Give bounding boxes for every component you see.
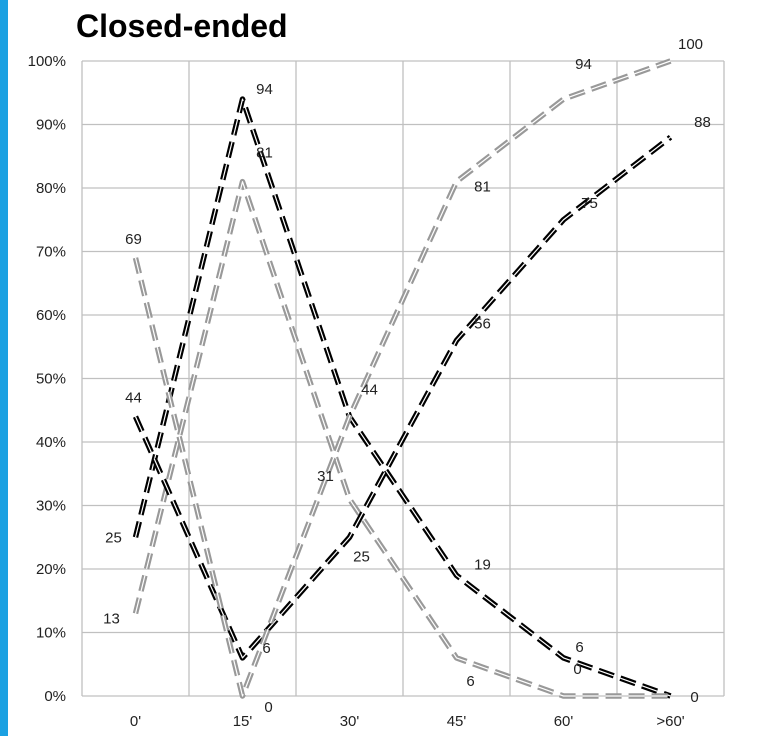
- x-tick-label: 60': [554, 713, 574, 730]
- data-label: 88: [694, 114, 711, 131]
- data-label: 0: [264, 699, 272, 716]
- x-tick-label: 0': [130, 713, 141, 730]
- data-label: 94: [575, 56, 592, 73]
- data-label: 6: [466, 673, 474, 690]
- y-tick-label: 40%: [36, 434, 66, 451]
- y-tick-label: 60%: [36, 307, 66, 324]
- data-label: 0: [690, 689, 698, 706]
- x-tick-label: 45': [447, 713, 467, 730]
- x-tick-label: 15': [233, 713, 253, 730]
- data-label: 69: [125, 231, 142, 248]
- data-label: 13: [103, 610, 120, 627]
- data-label: 56: [474, 315, 491, 332]
- x-tick-label: 30': [340, 713, 360, 730]
- y-tick-label: 80%: [36, 180, 66, 197]
- data-label: 19: [474, 556, 491, 573]
- data-label: 100: [678, 36, 703, 53]
- data-label: 81: [474, 179, 491, 196]
- y-tick-label: 100%: [28, 53, 66, 70]
- data-label: 25: [353, 548, 370, 565]
- y-tick-label: 0%: [44, 688, 66, 705]
- data-label: 81: [256, 145, 273, 162]
- data-labels: 25 94 44 19 6 0 13 81 31 6 0 44 6 25 56 75 88 69 0 81 94 100: [103, 36, 711, 716]
- grid: [81, 60, 725, 697]
- left-accent-bar: [0, 0, 8, 736]
- y-tick-label: 10%: [36, 625, 66, 642]
- data-label: 75: [581, 195, 598, 212]
- series-line-core-1: [134, 98, 671, 697]
- series-line-core-4: [134, 60, 671, 697]
- data-label: 44: [125, 390, 142, 407]
- data-label: 0: [573, 661, 581, 678]
- data-label: 44: [361, 382, 378, 399]
- y-tick-label: 30%: [36, 498, 66, 515]
- data-label: 31: [317, 468, 334, 485]
- chart-title: Closed-ended: [76, 8, 288, 44]
- series-line-core-2: [134, 181, 671, 697]
- series-lines: [132, 58, 673, 699]
- data-label: 94: [256, 81, 273, 98]
- y-tick-label: 20%: [36, 561, 66, 578]
- y-tick-label: 50%: [36, 371, 66, 388]
- x-tick-label: >60': [656, 713, 684, 730]
- y-tick-label: 70%: [36, 244, 66, 261]
- data-label: 25: [105, 529, 122, 546]
- data-label: 6: [262, 640, 270, 657]
- y-tick-label: 90%: [36, 117, 66, 134]
- data-label: 6: [575, 639, 583, 656]
- axes: 0% 10% 20% 30% 40% 50% 60% 70% 80% 90% 100% 0' 15' 30…: [28, 53, 685, 730]
